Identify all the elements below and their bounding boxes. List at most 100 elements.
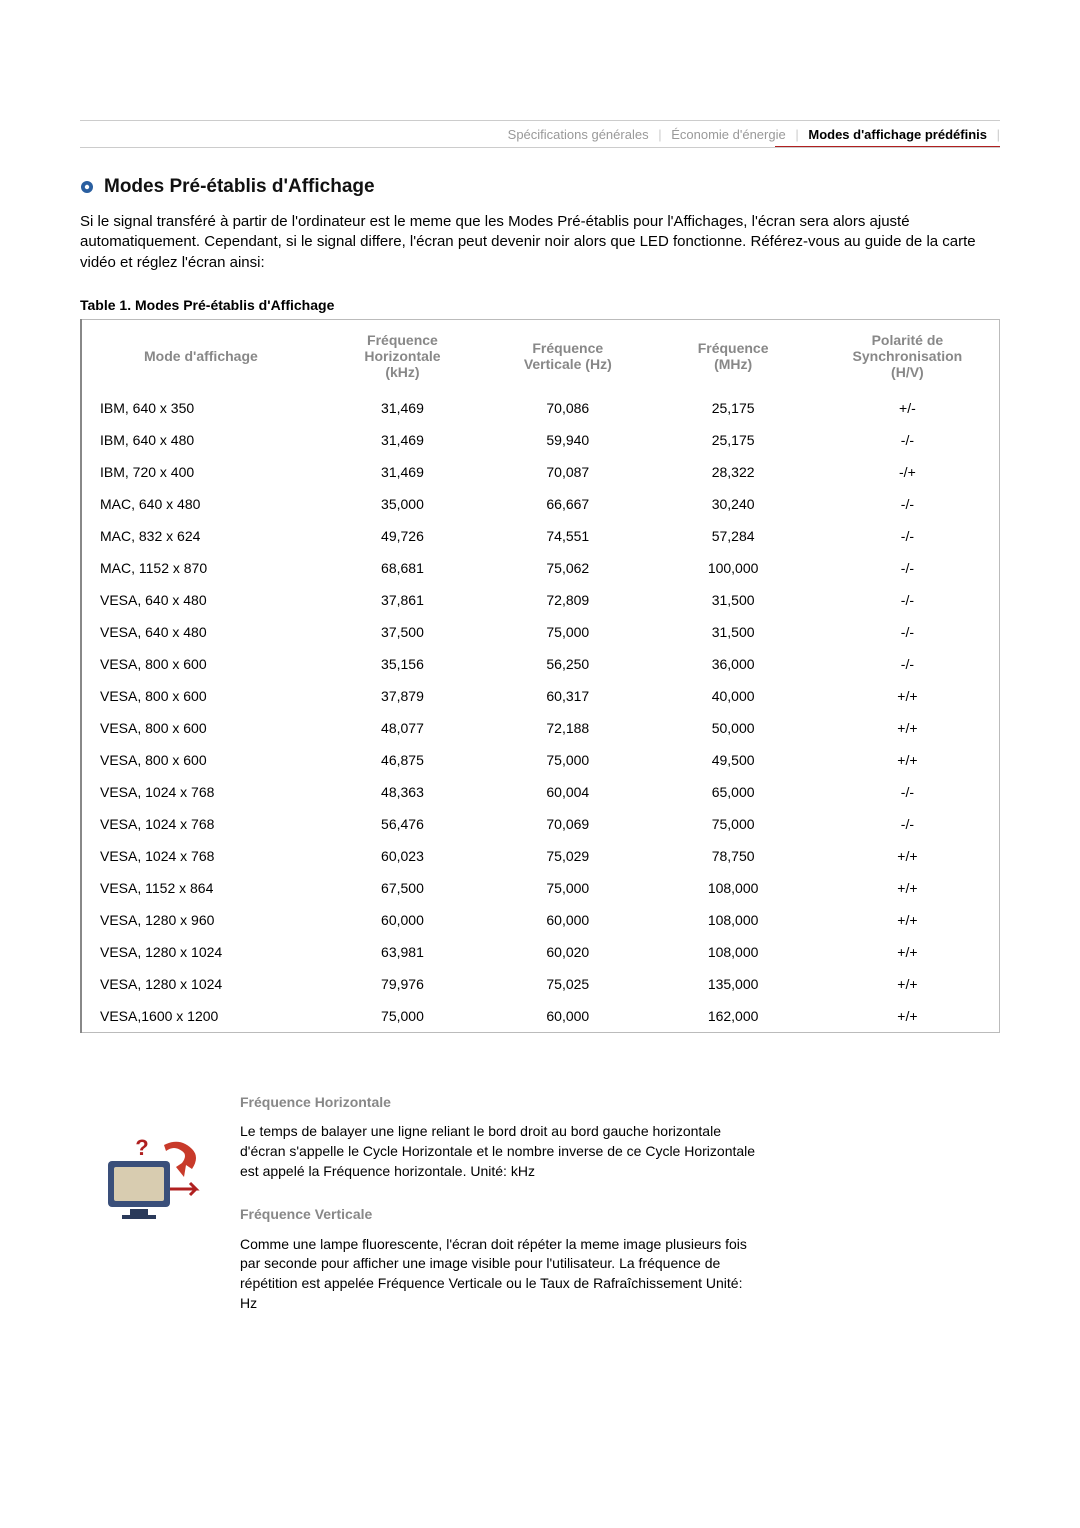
table-row: VESA, 800 x 60046,87575,00049,500+/+ — [81, 744, 1000, 776]
table-cell: 48,363 — [320, 776, 485, 808]
definition-body: Le temps de balayer une ligne reliant le… — [240, 1122, 760, 1181]
table-cell: -/- — [816, 552, 1000, 584]
table-row: IBM, 640 x 48031,46959,94025,175-/- — [81, 424, 1000, 456]
table-cell: -/- — [816, 648, 1000, 680]
table-row: VESA,1600 x 120075,00060,000162,000+/+ — [81, 1000, 1000, 1033]
table-cell: -/- — [816, 488, 1000, 520]
table-row: VESA, 1280 x 96060,00060,000108,000+/+ — [81, 904, 1000, 936]
nav-tab-display-modes[interactable]: Modes d'affichage prédéfinis — [802, 127, 993, 142]
table-cell: VESA, 640 x 480 — [81, 584, 320, 616]
table-cell: 28,322 — [650, 456, 815, 488]
table-cell: +/+ — [816, 680, 1000, 712]
table-cell: 75,000 — [485, 616, 650, 648]
table-cell: +/+ — [816, 1000, 1000, 1033]
table-cell: 66,667 — [485, 488, 650, 520]
table-row: VESA, 1024 x 76860,02375,02978,750+/+ — [81, 840, 1000, 872]
table-row: VESA, 1152 x 86467,50075,000108,000+/+ — [81, 872, 1000, 904]
table-cell: 57,284 — [650, 520, 815, 552]
table-cell: 35,156 — [320, 648, 485, 680]
table-cell: -/- — [816, 616, 1000, 648]
table-cell: -/- — [816, 776, 1000, 808]
table-cell: 35,000 — [320, 488, 485, 520]
intro-paragraph: Si le signal transféré à partir de l'ord… — [80, 212, 1000, 273]
table-cell: 25,175 — [650, 392, 815, 424]
table-cell: 60,020 — [485, 936, 650, 968]
definition-heading: Fréquence Verticale — [240, 1205, 1000, 1225]
table-cell: 100,000 — [650, 552, 815, 584]
table-cell: 31,469 — [320, 424, 485, 456]
table-cell: 108,000 — [650, 904, 815, 936]
table-cell: 37,500 — [320, 616, 485, 648]
table-cell: 75,000 — [485, 872, 650, 904]
table-cell: 25,175 — [650, 424, 815, 456]
nav-tab-energy[interactable]: Économie d'énergie — [665, 127, 792, 142]
table-cell: 74,551 — [485, 520, 650, 552]
table-cell: MAC, 1152 x 870 — [81, 552, 320, 584]
monitor-illustration-icon: ? 2 — [100, 1133, 210, 1238]
table-cell: VESA, 640 x 480 — [81, 616, 320, 648]
table-row: VESA, 640 x 48037,86172,80931,500-/- — [81, 584, 1000, 616]
table-cell: 31,500 — [650, 584, 815, 616]
table-cell: -/- — [816, 808, 1000, 840]
table-cell: +/+ — [816, 968, 1000, 1000]
table-cell: 37,861 — [320, 584, 485, 616]
title-row: Modes Pré-établis d'Affichage — [80, 176, 1000, 198]
bullet-icon — [80, 180, 94, 194]
table-cell: 75,000 — [485, 744, 650, 776]
table-cell: VESA, 1024 x 768 — [81, 808, 320, 840]
table-cell: IBM, 640 x 480 — [81, 424, 320, 456]
table-cell: 70,069 — [485, 808, 650, 840]
table-row: VESA, 1280 x 102479,97675,025135,000+/+ — [81, 968, 1000, 1000]
table-cell: 49,500 — [650, 744, 815, 776]
nav-tab-general[interactable]: Spécifications générales — [502, 127, 655, 142]
table-cell: 49,726 — [320, 520, 485, 552]
table-cell: 31,469 — [320, 392, 485, 424]
table-cell: 75,025 — [485, 968, 650, 1000]
page-title: Modes Pré-établis d'Affichage — [104, 176, 375, 198]
svg-text:?: ? — [135, 1135, 148, 1160]
table-cell: 37,879 — [320, 680, 485, 712]
table-cell: VESA, 1280 x 960 — [81, 904, 320, 936]
table-cell: VESA, 1024 x 768 — [81, 840, 320, 872]
table-cell: 40,000 — [650, 680, 815, 712]
table-row: VESA, 800 x 60037,87960,31740,000+/+ — [81, 680, 1000, 712]
top-nav: Spécifications générales | Économie d'én… — [80, 120, 1000, 146]
table-cell: 60,004 — [485, 776, 650, 808]
svg-text:2: 2 — [174, 1149, 181, 1164]
table-cell: -/+ — [816, 456, 1000, 488]
table-cell: 75,062 — [485, 552, 650, 584]
table-row: IBM, 720 x 40031,46970,08728,322-/+ — [81, 456, 1000, 488]
table-row: MAC, 1152 x 87068,68175,062100,000-/- — [81, 552, 1000, 584]
table-cell: 70,086 — [485, 392, 650, 424]
table-cell: VESA, 800 x 600 — [81, 648, 320, 680]
table-cell: +/- — [816, 392, 1000, 424]
table-cell: 65,000 — [650, 776, 815, 808]
table-cell: 75,029 — [485, 840, 650, 872]
table-cell: VESA,1600 x 1200 — [81, 1000, 320, 1033]
table-cell: MAC, 640 x 480 — [81, 488, 320, 520]
nav-separator: | — [997, 127, 1000, 142]
definitions-text: Fréquence Horizontale Le temps de balaye… — [240, 1093, 1000, 1337]
table-row: VESA, 800 x 60035,15656,25036,000-/- — [81, 648, 1000, 680]
table-header-row: Mode d'affichageFréquenceHorizontale(kHz… — [81, 319, 1000, 392]
table-cell: 50,000 — [650, 712, 815, 744]
table-cell: +/+ — [816, 936, 1000, 968]
table-cell: 108,000 — [650, 936, 815, 968]
table-header-cell: Mode d'affichage — [81, 319, 320, 392]
table-cell: 36,000 — [650, 648, 815, 680]
document-page: Spécifications générales | Économie d'én… — [0, 0, 1080, 1397]
table-row: MAC, 640 x 48035,00066,66730,240-/- — [81, 488, 1000, 520]
table-cell: 30,240 — [650, 488, 815, 520]
table-cell: VESA, 1280 x 1024 — [81, 968, 320, 1000]
table-cell: 60,023 — [320, 840, 485, 872]
timing-table: Mode d'affichageFréquenceHorizontale(kHz… — [80, 319, 1000, 1033]
table-cell: 56,250 — [485, 648, 650, 680]
definition-heading: Fréquence Horizontale — [240, 1093, 1000, 1113]
table-cell: VESA, 1024 x 768 — [81, 776, 320, 808]
table-cell: 72,188 — [485, 712, 650, 744]
table-row: VESA, 1024 x 76856,47670,06975,000-/- — [81, 808, 1000, 840]
table-header-cell: FréquenceVerticale (Hz) — [485, 319, 650, 392]
nav-underline — [775, 146, 1000, 148]
table-row: VESA, 640 x 48037,50075,00031,500-/- — [81, 616, 1000, 648]
table-cell: MAC, 832 x 624 — [81, 520, 320, 552]
